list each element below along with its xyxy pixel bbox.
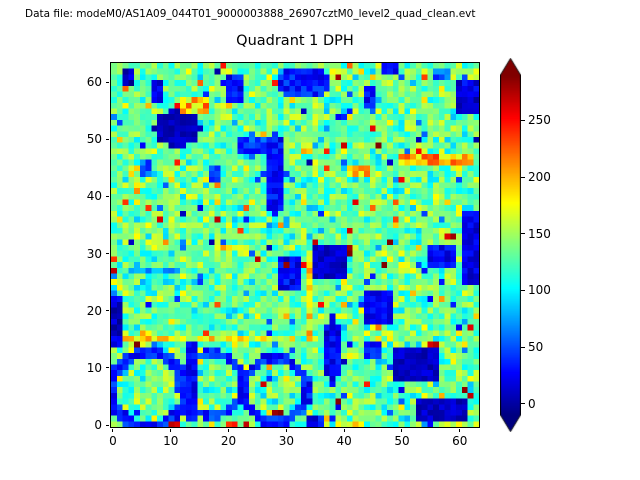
data-file-label: Data file: modeM0/AS1A09_044T01_90000038…	[25, 8, 476, 20]
colorbar-tick-label: 50	[528, 340, 544, 354]
x-tick-label: 0	[109, 434, 117, 448]
x-tick-label: 60	[452, 434, 468, 448]
x-tick-label: 20	[220, 434, 237, 448]
heatmap-canvas	[111, 63, 479, 427]
colorbar-tick-label: 200	[528, 170, 551, 184]
colorbar-tick-label: 250	[528, 113, 551, 128]
x-tick-mark	[112, 428, 114, 432]
colorbar-tick-mark	[521, 119, 525, 121]
colorbar-tick-mark	[521, 176, 525, 178]
y-tick-mark	[105, 138, 109, 140]
colorbar-canvas	[500, 58, 521, 432]
y-tick-label: 30	[86, 246, 102, 261]
plot-area	[110, 62, 480, 428]
y-tick-mark	[105, 310, 109, 312]
x-tick-mark	[401, 428, 403, 432]
colorbar-tick-label: 100	[528, 283, 551, 298]
x-tick-mark	[285, 428, 287, 432]
colorbar-tick-label: 150	[528, 226, 551, 241]
y-tick-label: 0	[94, 418, 102, 433]
x-tick-label: 50	[394, 434, 410, 448]
colorbar-tick-mark	[521, 233, 525, 235]
chart-title: Quadrant 1 DPH	[236, 33, 354, 49]
colorbar-tick-label: 0	[528, 396, 536, 411]
x-tick-mark	[459, 428, 461, 432]
x-tick-label: 30	[278, 434, 294, 448]
y-tick-label: 60	[86, 75, 102, 90]
x-tick-label: 40	[336, 434, 352, 448]
x-tick-mark	[343, 428, 345, 432]
x-tick-mark	[170, 428, 172, 432]
y-tick-mark	[105, 253, 109, 255]
x-tick-mark	[228, 428, 230, 432]
colorbar-tick-mark	[521, 403, 525, 405]
y-tick-label: 40	[86, 189, 102, 204]
y-tick-label: 10	[86, 360, 102, 375]
y-tick-mark	[105, 195, 109, 197]
colorbar-tick-mark	[521, 289, 525, 291]
y-tick-label: 20	[86, 303, 102, 318]
colorbar-tick-mark	[521, 346, 525, 348]
y-tick-mark	[105, 81, 109, 83]
y-tick-mark	[105, 367, 109, 369]
y-tick-mark	[105, 424, 109, 426]
y-tick-label: 50	[86, 132, 102, 147]
x-tick-label: 10	[163, 434, 179, 448]
